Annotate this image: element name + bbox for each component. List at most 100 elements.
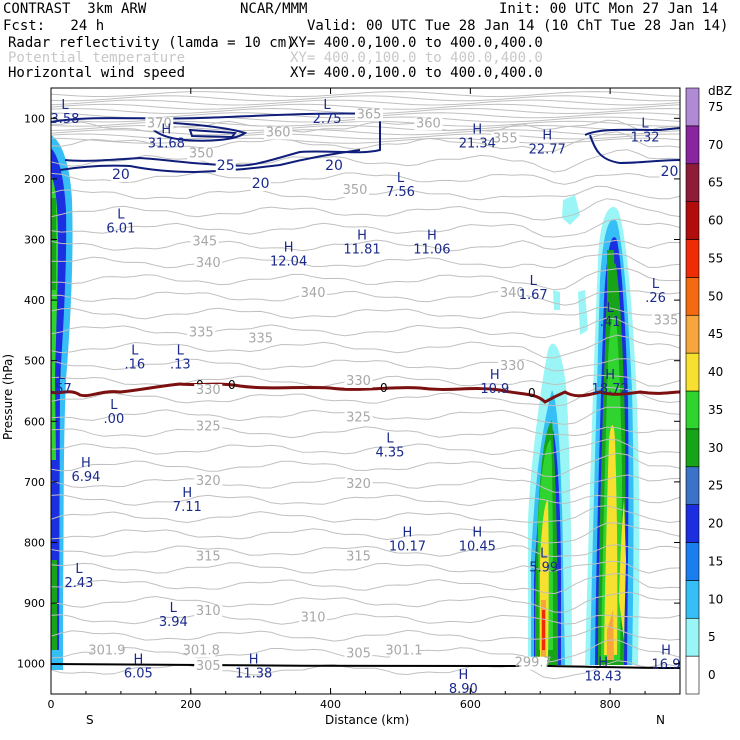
theta-contour-label: 305 [346,647,371,662]
theta-label-bg [194,550,223,564]
extremum-value: 6.05 [124,667,153,682]
x-tick-label: 0 [48,698,55,711]
wind-contour-label: 20 [112,167,130,183]
field-xy-reflectivity: XY= 400.0,100.0 to 400.0,400.0 [290,35,543,51]
theta-label-bg [190,235,219,249]
extremum-kind: L [177,344,185,359]
freezing-level-label-3: 0 [380,381,388,395]
extremum-kind: H [403,525,413,540]
wind-contour-label: 20 [661,164,679,180]
extremum-kind: H [542,129,552,144]
extremum-kind: H [249,653,259,668]
theta-label-bg [299,287,328,301]
extremum-kind: H [605,368,615,383]
theta-label-bg [194,474,223,488]
x-tick-label: 200 [180,698,201,711]
extremum-kind: L [606,301,614,316]
theta-contour [51,306,680,320]
extremum-value: 11.38 [235,667,272,682]
extremum-kind: H [427,229,437,244]
theta-label-bg [264,126,293,140]
colorbar-level-label: 20 [708,517,723,531]
y-tick-label: 400 [24,294,45,307]
extremum-kind: L [117,207,125,222]
theta-label-bg [498,287,527,301]
extremum-value: .13 [170,358,191,373]
colorbar-level-label: 5 [708,630,716,644]
extremum-kind: H [81,456,91,471]
theta-contour [51,426,680,439]
extremum-value: 10.45 [459,539,496,554]
field-name-theta: Potential temperature [8,50,186,66]
theta-label-bg [299,611,328,625]
wind-label-bg [659,164,680,179]
theta-contour-label: 345 [192,235,217,250]
colorbar-swatch [685,655,700,695]
extremum-kind: H [472,122,482,137]
theta-contour-label: 355 [493,132,518,147]
extremum-value: 31.68 [148,136,185,151]
colorbar-level-label: 10 [708,592,723,606]
extremum-value: 21.34 [459,136,496,151]
colorbar-swatch [685,125,700,165]
theta-label-bg [354,108,383,122]
y-tick-label: 200 [24,173,45,186]
wind-label-bg [250,176,271,191]
plot-field-layer: 0 0 0 0 37036036536035535035034534034034… [51,91,680,694]
theta-contour [51,625,680,642]
extremum-value: 4.35 [375,446,404,461]
theta-contour-label: 301.8 [183,644,220,659]
theta-contour-label: 310 [301,610,326,625]
theta-label-bg [145,117,174,131]
theta-contour-label: 365 [357,107,382,122]
extremum-value: 12.04 [270,255,307,270]
extremum-value: 1.67 [519,288,548,303]
theta-label-bg [652,314,680,328]
theta-contour-label: 340 [196,256,221,271]
wind-label-bg [324,158,345,173]
x-tick-label: 600 [460,698,481,711]
colorbar-level-label: 15 [708,554,723,568]
x-axis-label: Distance (km) [325,713,409,727]
theta-contour [51,253,680,269]
extremum-kind: H [472,525,482,540]
colorbar-level-label: 55 [708,251,723,265]
extremum-value: 10.9 [480,382,509,397]
wind-label-bg [215,158,236,173]
theta-contour [51,149,680,173]
extremum-kind: H [661,644,671,659]
theta-label-bg [389,644,418,658]
refl-left-column-lower [51,560,57,650]
ground-line [51,663,680,669]
theta-contour-lines [51,91,680,680]
colorbar-swatch [685,504,700,543]
theta-label-bg [246,332,275,346]
extremum-kind: H [458,668,468,683]
colorbar-swatch [685,277,700,316]
colorbar-level-label: 40 [708,365,723,379]
theta-contour [51,572,680,595]
extremum-kind: H [598,656,608,671]
theta-contour [51,560,680,574]
theta-contour [51,660,680,680]
theta-contour [51,290,680,306]
theta-contour-label: 340 [301,286,326,301]
theta-contour-label: 340 [500,286,525,301]
extremum-kind: H [490,368,500,383]
theta-contour-label: 335 [248,332,273,347]
colorbar-level-label: 50 [708,289,723,303]
theta-label-bg [187,326,216,340]
theta-label-bg [344,647,373,661]
theta-label-bg [187,644,216,658]
refl-left-column-upper [51,198,56,290]
refl-tower-a-red [542,610,545,650]
theta-contour [51,591,680,613]
theta-contour [51,386,680,407]
theta-contour-upper [51,95,680,102]
theta-contour [51,171,680,185]
theta-contour [51,612,680,625]
theta-label-bg [194,420,223,434]
extremum-value: .00 [104,412,125,427]
extremum-kind: L [110,398,118,413]
theta-label-bg [344,550,373,564]
